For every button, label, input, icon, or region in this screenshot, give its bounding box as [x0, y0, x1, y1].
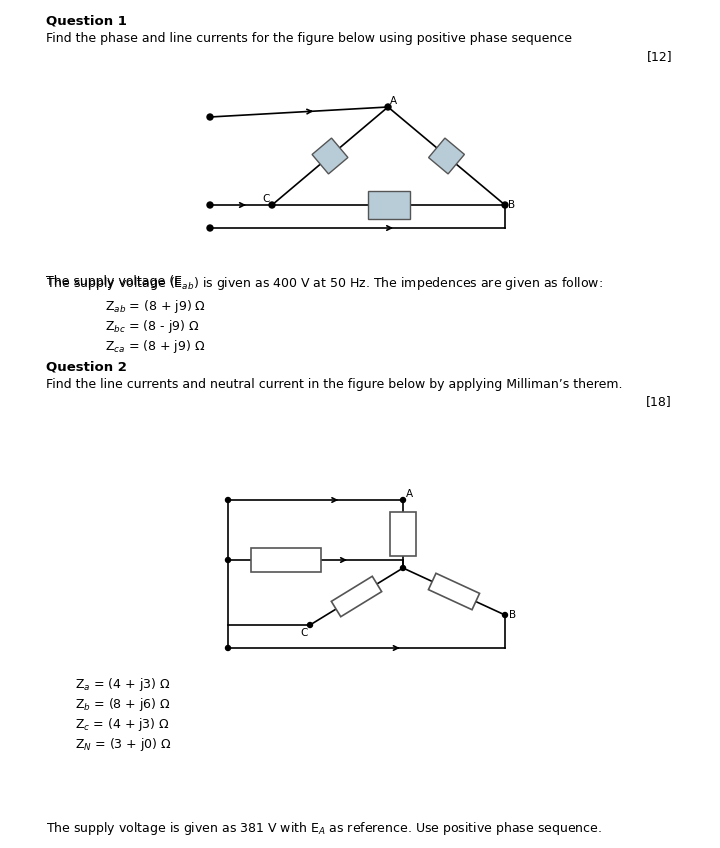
Bar [390, 512, 416, 556]
Text: The supply voltage is given as 381 V with E$_{A}$ as reference. Use positive pha: The supply voltage is given as 381 V wit… [46, 820, 602, 837]
Text: Find the phase and line currents for the figure below using positive phase seque: Find the phase and line currents for the… [46, 32, 572, 45]
Text: [12]: [12] [647, 50, 672, 63]
Circle shape [225, 498, 230, 503]
Text: A: A [390, 96, 397, 106]
Text: The supply voltage (E$_{ab}$) is given as 400 V at 50 Hz. The impedences are giv: The supply voltage (E$_{ab}$) is given a… [46, 275, 603, 292]
Text: C: C [263, 194, 270, 204]
Text: [18]: [18] [647, 395, 672, 408]
Text: Question 2: Question 2 [46, 360, 127, 373]
Circle shape [225, 645, 230, 650]
Text: Z$_{ca}$ = (8 + j9) Ω: Z$_{ca}$ = (8 + j9) Ω [105, 338, 205, 355]
Text: Question 1: Question 1 [46, 14, 127, 27]
Polygon shape [428, 573, 480, 610]
Text: Z$_{ab}$ = (8 + j9) Ω: Z$_{ab}$ = (8 + j9) Ω [105, 298, 206, 315]
Circle shape [225, 557, 230, 562]
Polygon shape [428, 138, 464, 174]
Circle shape [207, 202, 213, 208]
Circle shape [400, 498, 405, 503]
Text: Z$_{bc}$ = (8 - j9) Ω: Z$_{bc}$ = (8 - j9) Ω [105, 318, 199, 335]
Polygon shape [312, 138, 348, 174]
Text: Find the line currents and neutral current in the figure below by applying Milli: Find the line currents and neutral curre… [46, 378, 623, 391]
Circle shape [207, 225, 213, 231]
Text: Z$_{a}$ = (4 + j3) Ω: Z$_{a}$ = (4 + j3) Ω [75, 676, 171, 693]
Text: C: C [301, 628, 308, 638]
Polygon shape [331, 577, 382, 616]
Circle shape [400, 566, 405, 571]
Text: Z$_{b}$ = (8 + j6) Ω: Z$_{b}$ = (8 + j6) Ω [75, 696, 171, 713]
Circle shape [502, 202, 508, 208]
Circle shape [207, 114, 213, 120]
Circle shape [385, 104, 391, 110]
Text: A: A [406, 489, 413, 499]
Bar [251, 548, 320, 572]
Text: B: B [509, 610, 516, 620]
Circle shape [307, 622, 312, 628]
Circle shape [269, 202, 275, 208]
Bar [367, 191, 410, 219]
Text: The supply voltage (E: The supply voltage (E [46, 275, 182, 288]
Text: Z$_{N}$ = (3 + j0) Ω: Z$_{N}$ = (3 + j0) Ω [75, 736, 171, 753]
Text: Z$_{c}$ = (4 + j3) Ω: Z$_{c}$ = (4 + j3) Ω [75, 716, 170, 733]
Circle shape [503, 612, 508, 617]
Text: B: B [508, 200, 515, 210]
